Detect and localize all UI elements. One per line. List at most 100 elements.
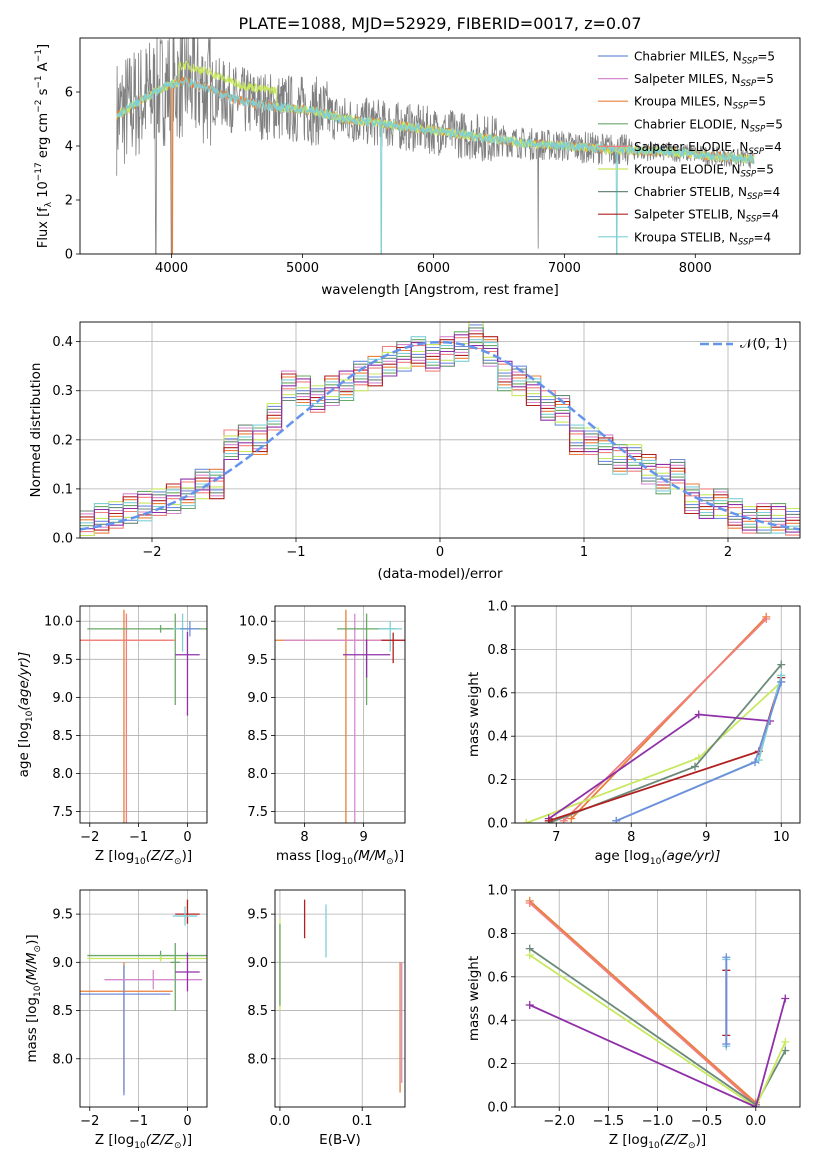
errorbar-point [275, 609, 405, 823]
legend-entry: Salpeter MILES, NSSP=5 [634, 72, 774, 89]
plus-marker [722, 953, 731, 962]
plus-marker [751, 1103, 760, 1107]
plot-area-spectrum [116, 38, 755, 254]
plot-area-residuals [80, 322, 800, 537]
y-tick-label: 10.0 [44, 615, 73, 630]
x-tick-label: 7000 [548, 261, 581, 276]
y-tick-label: 9.5 [52, 908, 73, 923]
axes-frame [274, 889, 406, 1108]
errorbar-point [80, 965, 171, 1096]
legend-entry: Kroupa ELODIE, NSSP=5 [634, 163, 774, 180]
panel-mass_vs_Z: −2 −1 0 8.0 8.5 9.0 9.5 Z [log10(Z/Z⊙)] mass [lo… [24, 889, 208, 1151]
axes-frame [79, 37, 801, 255]
series-line [615, 675, 783, 822]
x-tick-label: 8 [627, 830, 635, 845]
errorbar-point [283, 613, 405, 823]
y-axis-label: Flux [fλ 10−17 erg cm−2 s−1 A−1] [34, 44, 54, 248]
figure-title: PLATE=1088, MJD=52929, FIBERID=0017, z=0… [238, 14, 641, 33]
errorbar-point [175, 952, 200, 992]
legend-entry: Chabrier STELIB, NSSP=4 [634, 185, 780, 202]
x-tick-label: 0.0 [745, 1114, 766, 1129]
errorbar-point [378, 621, 403, 652]
y-tick-label: 0.0 [52, 532, 73, 547]
axes-frame [274, 605, 406, 824]
x-tick-label: 6000 [417, 261, 450, 276]
y-axis-label: mass weight [466, 956, 482, 1041]
y-tick-label: 7.5 [52, 805, 73, 820]
plus-marker [525, 951, 534, 960]
x-tick-label: 7 [552, 830, 560, 845]
series-line [563, 618, 767, 822]
y-tick-label: 7.5 [247, 805, 268, 820]
x-tick-label: −0.5 [691, 1114, 723, 1129]
legend-entry: Chabrier MILES, NSSP=5 [634, 50, 775, 67]
plus-marker [612, 816, 621, 823]
panel-age_vs_Z: −2 −1 0 7.5 8.0 8.5 9.0 9.5 10.0 Z [log10(Z/Z⊙)] a… [16, 605, 208, 867]
x-tick-label: 0 [183, 1114, 191, 1129]
y-tick-label: 9.0 [52, 691, 73, 706]
y-tick-label: 9.0 [52, 956, 73, 971]
plot-area-age_vs_mass [275, 609, 405, 823]
panel-mass_vs_ebv: 0.0 0.1 8.0 8.5 9.0 9.5 E(B-V) [247, 889, 406, 1148]
x-tick-label: 2 [724, 545, 732, 560]
y-tick-label: 0 [65, 248, 73, 263]
y-tick-label: 0.2 [52, 433, 73, 448]
panel-age_vs_mass: 8 9 7.5 8.0 8.5 9.0 9.5 10.0 mass [log10(M/M⊙)] [239, 605, 406, 867]
axes-frame [79, 321, 801, 539]
y-tick-label: 9.0 [247, 691, 268, 706]
errorbar-point [381, 632, 405, 664]
y-tick-label: 8.0 [247, 1052, 268, 1067]
errorbar-point [170, 943, 181, 1011]
y-tick-label: 9.5 [247, 908, 268, 923]
y-tick-label: 6 [65, 86, 73, 101]
axes-frame [514, 605, 801, 824]
y-tick-label: 0.4 [487, 1014, 508, 1029]
errorbar-point [87, 955, 207, 962]
plot-area-massweight_vs_age [522, 612, 786, 823]
y-tick-label: 0.2 [487, 1057, 508, 1072]
x-tick-label: −1 [129, 830, 148, 845]
x-tick-label: 8 [300, 830, 308, 845]
legend-entry: Salpeter STELIB, NSSP=4 [634, 208, 779, 225]
y-tick-label: 9.5 [52, 653, 73, 668]
x-tick-label: −1.5 [593, 1114, 625, 1129]
x-tick-label: −2 [80, 830, 99, 845]
plus-marker [777, 677, 786, 686]
legend-entry: Kroupa STELIB, NSSP=4 [634, 230, 771, 247]
y-tick-label: 0.4 [487, 730, 508, 745]
legend-entry: 𝒩(0, 1) [740, 337, 787, 352]
y-tick-label: 0.6 [487, 970, 508, 985]
y-tick-label: 9.0 [247, 956, 268, 971]
y-tick-label: 0.2 [487, 773, 508, 788]
x-tick-label: 1 [580, 545, 588, 560]
plot-area-mass_vs_ebv [279, 899, 403, 1093]
series-line [529, 954, 787, 1107]
y-tick-label: 0.6 [487, 686, 508, 701]
x-tick-label: 9 [359, 830, 367, 845]
legend-entry: Chabrier ELODIE, NSSP=5 [634, 117, 783, 134]
y-tick-label: 1.0 [487, 600, 508, 615]
y-tick-label: 8.0 [247, 767, 268, 782]
plus-marker [525, 1001, 534, 1010]
y-tick-label: 0.8 [487, 927, 508, 942]
legend-entry: Salpeter ELODIE, NSSP=4 [634, 140, 782, 157]
x-tick-label: 9 [702, 830, 710, 845]
x-tick-label: 10 [773, 830, 790, 845]
plus-marker [522, 819, 531, 823]
errorbar-point [80, 613, 176, 823]
panel-spectrum: 4000 5000 6000 7000 8000 0 2 4 6 wavelength [Angs… [34, 37, 801, 298]
panel-massweight_vs_age: 7 8 9 10 0.0 0.2 0.4 0.6 0.8 1.0 age [log10(age/yr… [466, 600, 801, 867]
x-axis-label: Z [log10(Z/Z⊙)] [609, 1132, 706, 1151]
x-tick-label: −2.0 [543, 1114, 575, 1129]
y-tick-label: 9.5 [247, 653, 268, 668]
y-tick-label: 0.3 [52, 384, 73, 399]
x-tick-label: −2 [142, 545, 161, 560]
series-line [529, 902, 757, 1106]
y-axis-label: mass weight [466, 672, 482, 757]
y-tick-label: 8.5 [52, 1004, 73, 1019]
y-tick-label: 1.0 [487, 884, 508, 899]
x-axis-label: wavelength [Angstrom, rest frame] [321, 282, 559, 298]
errorbar-point [342, 639, 391, 678]
y-axis-label: Normed distribution [28, 363, 44, 498]
y-axis-label: age [log10(age/yr)] [16, 652, 35, 778]
